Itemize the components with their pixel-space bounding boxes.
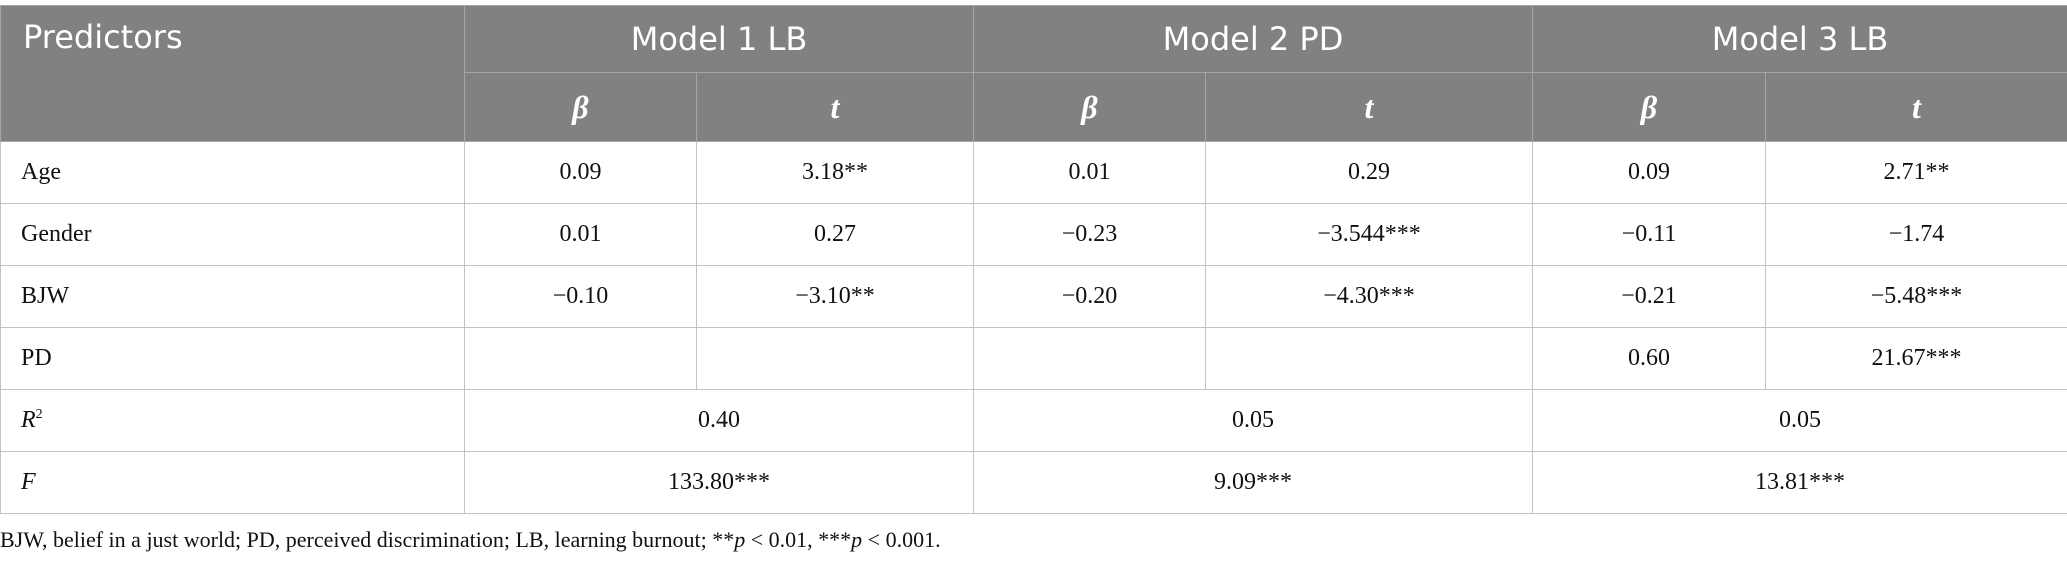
regression-table: Predictors Model 1 LB Model 2 PD Model 3… bbox=[0, 5, 2067, 514]
footnote-part: p bbox=[734, 527, 746, 552]
label-text: F bbox=[21, 469, 36, 495]
subheader-cell: β bbox=[973, 72, 1206, 142]
row-label: R2 bbox=[0, 389, 465, 452]
table-row: Age 0.09 3.18** 0.01 0.29 0.09 2.71** bbox=[0, 141, 2067, 204]
subheader-cell: β bbox=[1532, 72, 1766, 142]
cell: −0.21 bbox=[1532, 265, 1766, 328]
cell: 0.09 bbox=[464, 141, 697, 204]
cell: 0.01 bbox=[464, 203, 697, 266]
footnote: BJW, belief in a just world; PD, perceiv… bbox=[0, 527, 941, 553]
subheader-cell: t bbox=[1765, 72, 2067, 142]
table-body: Age 0.09 3.18** 0.01 0.29 0.09 2.71** Gender 0.0… bbox=[0, 141, 2067, 514]
cell bbox=[973, 327, 1206, 390]
cell: 13.81*** bbox=[1532, 451, 2067, 514]
table-row: BJW −0.10 −3.10** −0.20 −4.30*** −0.21 −5.48**… bbox=[0, 265, 2067, 328]
cell bbox=[1205, 327, 1533, 390]
footnote-part: BJW, belief in a just world; PD, perceiv… bbox=[0, 527, 735, 552]
cell: 3.18** bbox=[696, 141, 974, 204]
row-label: Gender bbox=[0, 203, 465, 266]
cell: −0.11 bbox=[1532, 203, 1766, 266]
header-row: Predictors Model 1 LB Model 2 PD Model 3… bbox=[0, 5, 2067, 142]
cell: −0.20 bbox=[973, 265, 1206, 328]
cell: −3.544*** bbox=[1205, 203, 1533, 266]
table-row: Gender 0.01 0.27 −0.23 −3.544*** −0.11 −1.74 bbox=[0, 203, 2067, 266]
footnote-part: < 0.001. bbox=[862, 527, 941, 552]
label-text: R bbox=[21, 407, 36, 433]
cell: 0.60 bbox=[1532, 327, 1766, 390]
cell: 0.27 bbox=[696, 203, 974, 266]
cell bbox=[464, 327, 697, 390]
row-label: PD bbox=[0, 327, 465, 390]
cell: −4.30*** bbox=[1205, 265, 1533, 328]
cell: −5.48*** bbox=[1765, 265, 2067, 328]
row-label: BJW bbox=[0, 265, 465, 328]
header-cell: Model 1 LB bbox=[464, 5, 974, 73]
cell: 0.40 bbox=[464, 389, 974, 452]
summary-row: F 133.80*** 9.09*** 13.81*** bbox=[0, 451, 2067, 514]
footnote-part: < 0.01, *** bbox=[745, 527, 852, 552]
header-cell: Model 2 PD bbox=[973, 5, 1533, 73]
cell: −1.74 bbox=[1765, 203, 2067, 266]
cell bbox=[696, 327, 974, 390]
cell: 0.05 bbox=[973, 389, 1533, 452]
cell: 21.67*** bbox=[1765, 327, 2067, 390]
subheader-cell: β bbox=[464, 72, 697, 142]
subheader-cell: t bbox=[1205, 72, 1533, 142]
cell: 2.71** bbox=[1765, 141, 2067, 204]
table-row: PD 0.60 21.67*** bbox=[0, 327, 2067, 390]
cell: 0.09 bbox=[1532, 141, 1766, 204]
cell: −3.10** bbox=[696, 265, 974, 328]
subheader-cell: t bbox=[696, 72, 974, 142]
cell: 0.29 bbox=[1205, 141, 1533, 204]
row-label: F bbox=[0, 451, 465, 514]
cell: −0.10 bbox=[464, 265, 697, 328]
cell: 133.80*** bbox=[464, 451, 974, 514]
cell: 9.09*** bbox=[973, 451, 1533, 514]
cell: 0.01 bbox=[973, 141, 1206, 204]
row-label: Age bbox=[0, 141, 465, 204]
footnote-part: p bbox=[851, 527, 863, 552]
label-sup: 2 bbox=[35, 407, 43, 422]
header-cell: Model 3 LB bbox=[1532, 5, 2067, 73]
header-cell: Predictors bbox=[0, 5, 465, 142]
cell: −0.23 bbox=[973, 203, 1206, 266]
summary-row: R2 0.40 0.05 0.05 bbox=[0, 389, 2067, 452]
cell: 0.05 bbox=[1532, 389, 2067, 452]
